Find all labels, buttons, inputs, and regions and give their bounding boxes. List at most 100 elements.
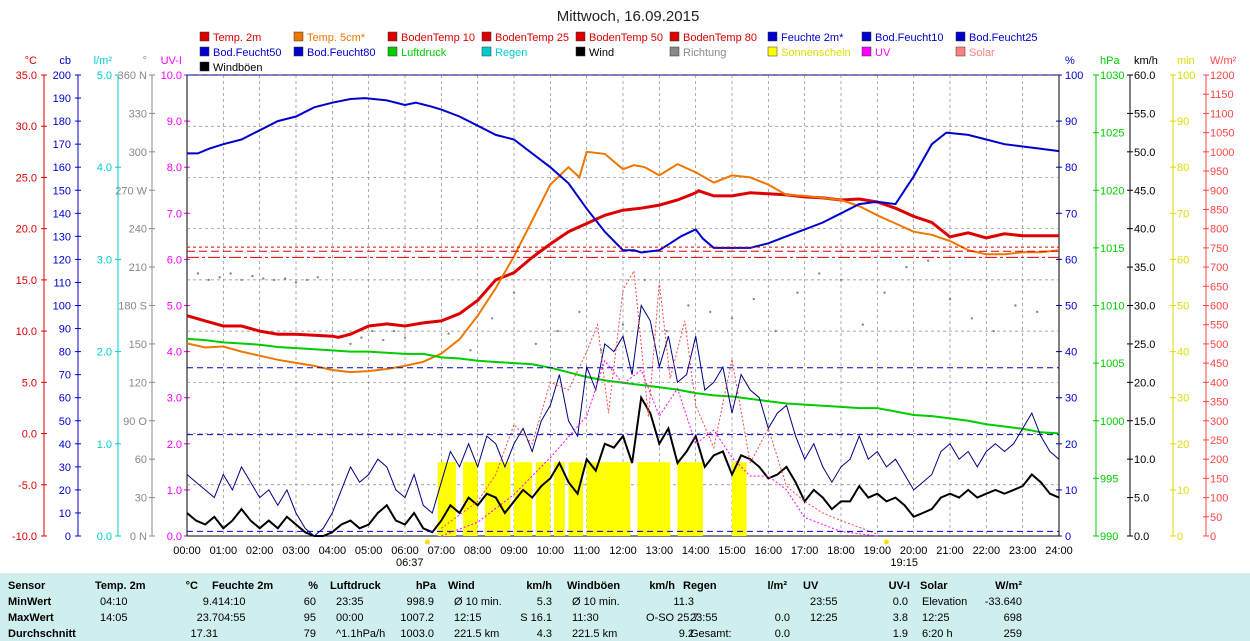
stats-cell: 23:35 <box>336 596 364 608</box>
sunrise-marker <box>425 539 431 545</box>
axis-unit-dir: ° <box>143 55 147 67</box>
axis-tick-wind: 15.0 <box>1134 416 1155 428</box>
sunrise-label: 06:37 <box>396 557 424 569</box>
axis-tick-solar: 100 <box>1210 493 1228 505</box>
legend-label: Bod.Feucht50 <box>213 47 282 59</box>
stats-cell: 698 <box>1003 612 1022 624</box>
stats-cell: km/h <box>526 580 552 592</box>
axis-tick-uv: 10.0 <box>161 70 182 82</box>
legend-label: BodenTemp 10 <box>401 32 475 44</box>
chart-title: Mittwoch, 16.09.2015 <box>557 8 700 25</box>
axis-tick-solar: 550 <box>1210 320 1228 332</box>
x-tick-label: 06:00 <box>391 545 419 557</box>
stats-cell: 23:55 <box>690 612 718 624</box>
stats-cell: UV <box>803 580 819 592</box>
axis-tick-press: 995 <box>1100 473 1118 485</box>
series-line <box>187 97 1060 254</box>
direction-point <box>1036 310 1039 314</box>
axis-tick-solar: 1050 <box>1210 128 1234 140</box>
stats-cell: 23:55 <box>810 596 838 608</box>
stats-cell: 12:15 <box>454 612 482 624</box>
axis-tick-hum: 80 <box>1065 162 1077 174</box>
stats-cell: % <box>308 580 318 592</box>
x-tick-label: 01:00 <box>210 545 238 557</box>
legend-label: BodenTemp 50 <box>589 32 663 44</box>
axis-tick-cb: 80 <box>59 347 71 359</box>
axis-tick-solar: 650 <box>1210 281 1228 293</box>
axis-tick-temp: 0.0 <box>22 429 37 441</box>
series-line <box>186 337 1060 435</box>
stats-cell: Regen <box>683 580 717 592</box>
axis-tick-wind: 25.0 <box>1134 339 1155 351</box>
direction-point <box>392 329 396 333</box>
axis-tick-temp: 25.0 <box>16 172 37 184</box>
axis-tick-solar: 900 <box>1210 185 1228 197</box>
axis-tick-solar: 1200 <box>1210 70 1234 82</box>
axis-tick-solar: 1100 <box>1210 108 1234 120</box>
axis-tick-sun: 90 <box>1177 116 1189 128</box>
direction-point <box>752 297 755 301</box>
direction-point <box>665 329 668 333</box>
axis-tick-solar: 250 <box>1210 435 1228 447</box>
axis-tick-wind: 20.0 <box>1134 377 1155 389</box>
legend-label: BodenTemp 80 <box>683 32 757 44</box>
axis-tick-cb: 150 <box>53 185 71 197</box>
stats-cell: W/m² <box>995 580 1022 592</box>
direction-point <box>349 342 352 346</box>
axis-tick-wind: 50.0 <box>1134 147 1155 159</box>
stats-cell: 5.3 <box>536 596 552 608</box>
axis-tick-temp: 30.0 <box>16 121 37 133</box>
direction-point <box>905 265 908 269</box>
stats-cell: UV-I <box>888 580 910 592</box>
stats-cell: 1007.2 <box>400 612 434 624</box>
direction-point <box>687 304 690 307</box>
stats-cell: Luftdruck <box>330 580 381 592</box>
stats-cell: 14:10 <box>218 596 246 608</box>
stats-cell: 4.3 <box>536 628 552 640</box>
axis-tick-cb: 10 <box>59 508 71 520</box>
axis-tick-solar: 800 <box>1210 224 1228 236</box>
axis-tick-solar: 450 <box>1210 358 1228 370</box>
axis-tick-sun: 20 <box>1177 439 1189 451</box>
axis-tick-cb: 190 <box>53 93 71 105</box>
x-tick-label: 11:00 <box>573 545 600 557</box>
stats-cell: Gesamt: <box>690 628 732 640</box>
legend-swatch <box>293 31 304 42</box>
axis-tick-press: 1005 <box>1100 358 1124 370</box>
x-tick-label: 03:00 <box>282 545 310 557</box>
legend-swatch <box>767 46 778 57</box>
stats-cell: 17.31 <box>190 628 218 640</box>
axis-tick-press: 1010 <box>1100 301 1124 313</box>
axis-tick-hum: 30 <box>1065 393 1077 405</box>
stats-cell: °C <box>185 580 198 592</box>
direction-point <box>207 278 210 282</box>
axis-tick-solar: 700 <box>1210 262 1228 274</box>
axis-tick-solar: 600 <box>1210 301 1228 313</box>
direction-point <box>556 329 559 333</box>
axis-tick-uv: 6.0 <box>167 254 182 266</box>
stats-cell: 00:00 <box>336 612 364 624</box>
axis-tick-press: 1030 <box>1100 70 1124 82</box>
axis-tick-cb: 30 <box>59 462 71 474</box>
direction-point <box>218 276 221 279</box>
axis-tick-solar: 950 <box>1210 166 1228 178</box>
axis-tick-dir: 240 <box>129 224 147 236</box>
axis-tick-uv: 2.0 <box>167 439 182 451</box>
x-tick-label: 09:00 <box>500 545 528 557</box>
axis-tick-solar: 150 <box>1210 473 1228 485</box>
axis-tick-dir: 210 <box>129 262 147 274</box>
direction-point <box>316 276 319 279</box>
axis-tick-uv: 1.0 <box>167 485 182 497</box>
axis-tick-dir: 60 <box>135 454 147 466</box>
legend-swatch <box>199 46 210 57</box>
axis-tick-dir: 300 <box>129 147 147 159</box>
axis-tick-sun: 70 <box>1177 208 1189 220</box>
axis-tick-hum: 100 <box>1065 70 1083 82</box>
axis-tick-rain: 2.0 <box>97 347 112 359</box>
stats-cell: Solar <box>920 580 948 592</box>
axis-tick-wind: 35.0 <box>1134 262 1155 274</box>
axis-unit-wind: km/h <box>1134 55 1158 67</box>
axis-tick-cb: 60 <box>59 393 71 405</box>
stats-cell: 1.9 <box>892 628 908 640</box>
direction-point <box>469 349 472 352</box>
